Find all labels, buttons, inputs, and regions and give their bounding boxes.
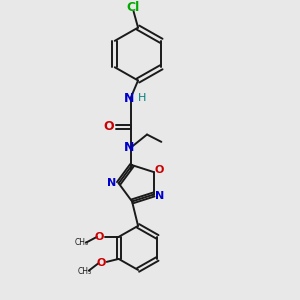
Text: N: N: [124, 141, 134, 154]
Text: CH₃: CH₃: [75, 238, 89, 247]
Text: N: N: [124, 92, 134, 105]
Text: CH₃: CH₃: [78, 267, 92, 276]
Text: N: N: [107, 178, 117, 188]
Text: O: O: [103, 120, 114, 133]
Text: N: N: [155, 191, 164, 201]
Text: O: O: [96, 258, 105, 268]
Text: O: O: [154, 165, 164, 175]
Text: O: O: [94, 232, 104, 242]
Text: Cl: Cl: [126, 1, 140, 14]
Text: H: H: [138, 92, 146, 103]
